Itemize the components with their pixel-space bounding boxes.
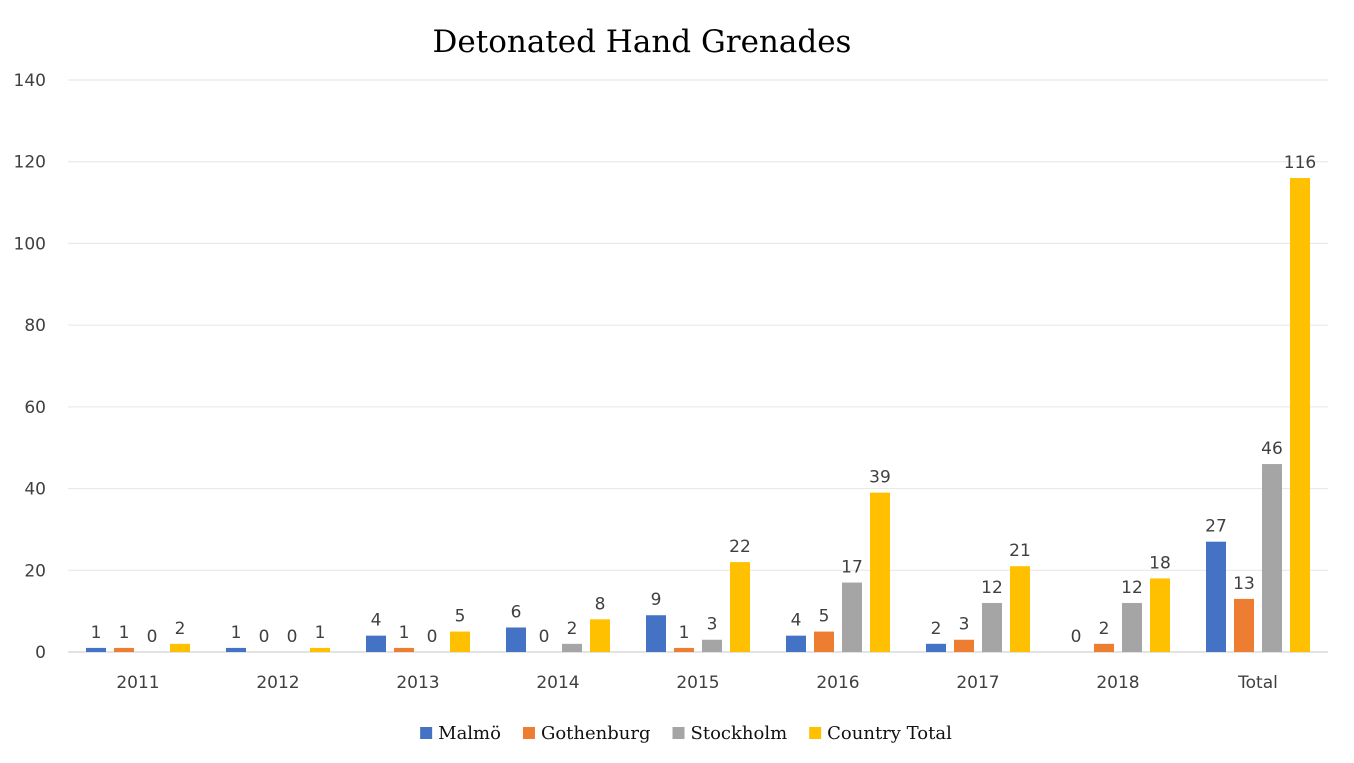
bar xyxy=(870,492,890,652)
bar xyxy=(170,643,190,652)
bar xyxy=(1290,178,1310,653)
y-axis-ticks: 0 20 40 60 80 100 120 140 xyxy=(14,71,46,663)
bar xyxy=(1206,541,1226,652)
y-tick-label: 120 xyxy=(14,153,46,173)
x-category-label: 2015 xyxy=(676,673,719,693)
legend-label: Gothenburg xyxy=(541,723,651,744)
data-label: 1 xyxy=(315,623,326,643)
data-label: 1 xyxy=(679,623,690,643)
bar xyxy=(366,635,386,652)
data-label: 2 xyxy=(567,619,578,639)
data-label: 39 xyxy=(869,468,891,488)
data-label: 21 xyxy=(1009,541,1031,561)
bars xyxy=(86,178,1310,653)
bar xyxy=(702,639,722,652)
x-category-label: 2011 xyxy=(116,673,159,693)
bar xyxy=(1094,643,1114,652)
gridlines xyxy=(68,79,1328,653)
data-label: 5 xyxy=(455,607,466,627)
y-tick-label: 100 xyxy=(14,234,46,254)
bar xyxy=(842,582,862,652)
data-label: 17 xyxy=(841,558,863,578)
bar xyxy=(646,615,666,652)
bar xyxy=(450,631,470,652)
data-label: 4 xyxy=(791,611,802,631)
data-label: 2 xyxy=(931,619,942,639)
bar xyxy=(674,647,694,652)
x-category-label: 2017 xyxy=(956,673,999,693)
y-tick-label: 40 xyxy=(24,480,46,500)
x-category-label: 2014 xyxy=(536,673,579,693)
data-label: 1 xyxy=(91,623,102,643)
data-label: 18 xyxy=(1149,553,1171,573)
data-label: 27 xyxy=(1205,517,1227,537)
data-label: 4 xyxy=(371,611,382,631)
legend-swatch xyxy=(522,727,535,739)
data-label: 116 xyxy=(1284,153,1316,173)
data-label: 2 xyxy=(1099,619,1110,639)
data-label: 5 xyxy=(819,607,830,627)
data-label: 0 xyxy=(147,627,158,647)
bar xyxy=(1010,566,1030,652)
legend-swatch xyxy=(809,727,822,739)
data-label: 0 xyxy=(259,627,270,647)
legend-label: Malmö xyxy=(438,723,501,744)
data-label: 1 xyxy=(231,623,242,643)
data-label: 13 xyxy=(1233,574,1255,594)
legend-swatch xyxy=(672,727,685,739)
bar xyxy=(926,643,946,652)
chart-title: Detonated Hand Grenades xyxy=(433,24,852,60)
data-label: 0 xyxy=(427,627,438,647)
x-category-label: Total xyxy=(1237,673,1278,693)
legend-label: Country Total xyxy=(827,723,952,744)
data-label: 12 xyxy=(981,578,1003,598)
y-tick-label: 0 xyxy=(35,643,46,663)
bar xyxy=(1234,598,1254,652)
x-category-label: 2018 xyxy=(1096,673,1139,693)
legend: Malmö Gothenburg Stockholm Country Total xyxy=(420,723,952,744)
y-tick-label: 20 xyxy=(24,561,46,581)
bar xyxy=(562,643,582,652)
bar xyxy=(730,562,750,652)
x-category-label: 2016 xyxy=(816,673,859,693)
x-category-label: 2013 xyxy=(396,673,439,693)
data-label: 2 xyxy=(175,619,186,639)
bar xyxy=(1122,602,1142,652)
bar xyxy=(394,647,414,652)
y-tick-label: 80 xyxy=(24,316,46,336)
data-label: 12 xyxy=(1121,578,1143,598)
data-label: 8 xyxy=(595,594,606,614)
x-category-label: 2012 xyxy=(256,673,299,693)
legend-swatch xyxy=(420,727,433,739)
data-label: 46 xyxy=(1261,439,1283,459)
legend-label: Stockholm xyxy=(691,723,788,744)
bar xyxy=(590,619,610,652)
data-label: 0 xyxy=(1071,627,1082,647)
bar xyxy=(982,602,1002,652)
y-tick-label: 60 xyxy=(24,398,46,418)
data-label: 6 xyxy=(511,602,522,622)
bar xyxy=(86,647,106,652)
data-label: 3 xyxy=(959,615,970,635)
data-label: 3 xyxy=(707,615,718,635)
bar xyxy=(114,647,134,652)
data-label: 22 xyxy=(729,537,751,557)
bar xyxy=(1262,464,1282,652)
data-label: 9 xyxy=(651,590,662,610)
data-label: 1 xyxy=(119,623,130,643)
data-label: 0 xyxy=(539,627,550,647)
bar xyxy=(310,647,330,652)
bar xyxy=(814,631,834,652)
data-label: 1 xyxy=(399,623,410,643)
bar xyxy=(1150,578,1170,652)
bar xyxy=(786,635,806,652)
x-axis-categories: 2011 2012 2013 2014 2015 2016 2017 2018 Total xyxy=(116,673,1277,693)
y-tick-label: 140 xyxy=(14,71,46,91)
bar xyxy=(226,647,246,652)
bar xyxy=(506,627,526,652)
data-label: 0 xyxy=(287,627,298,647)
bar xyxy=(954,639,974,652)
